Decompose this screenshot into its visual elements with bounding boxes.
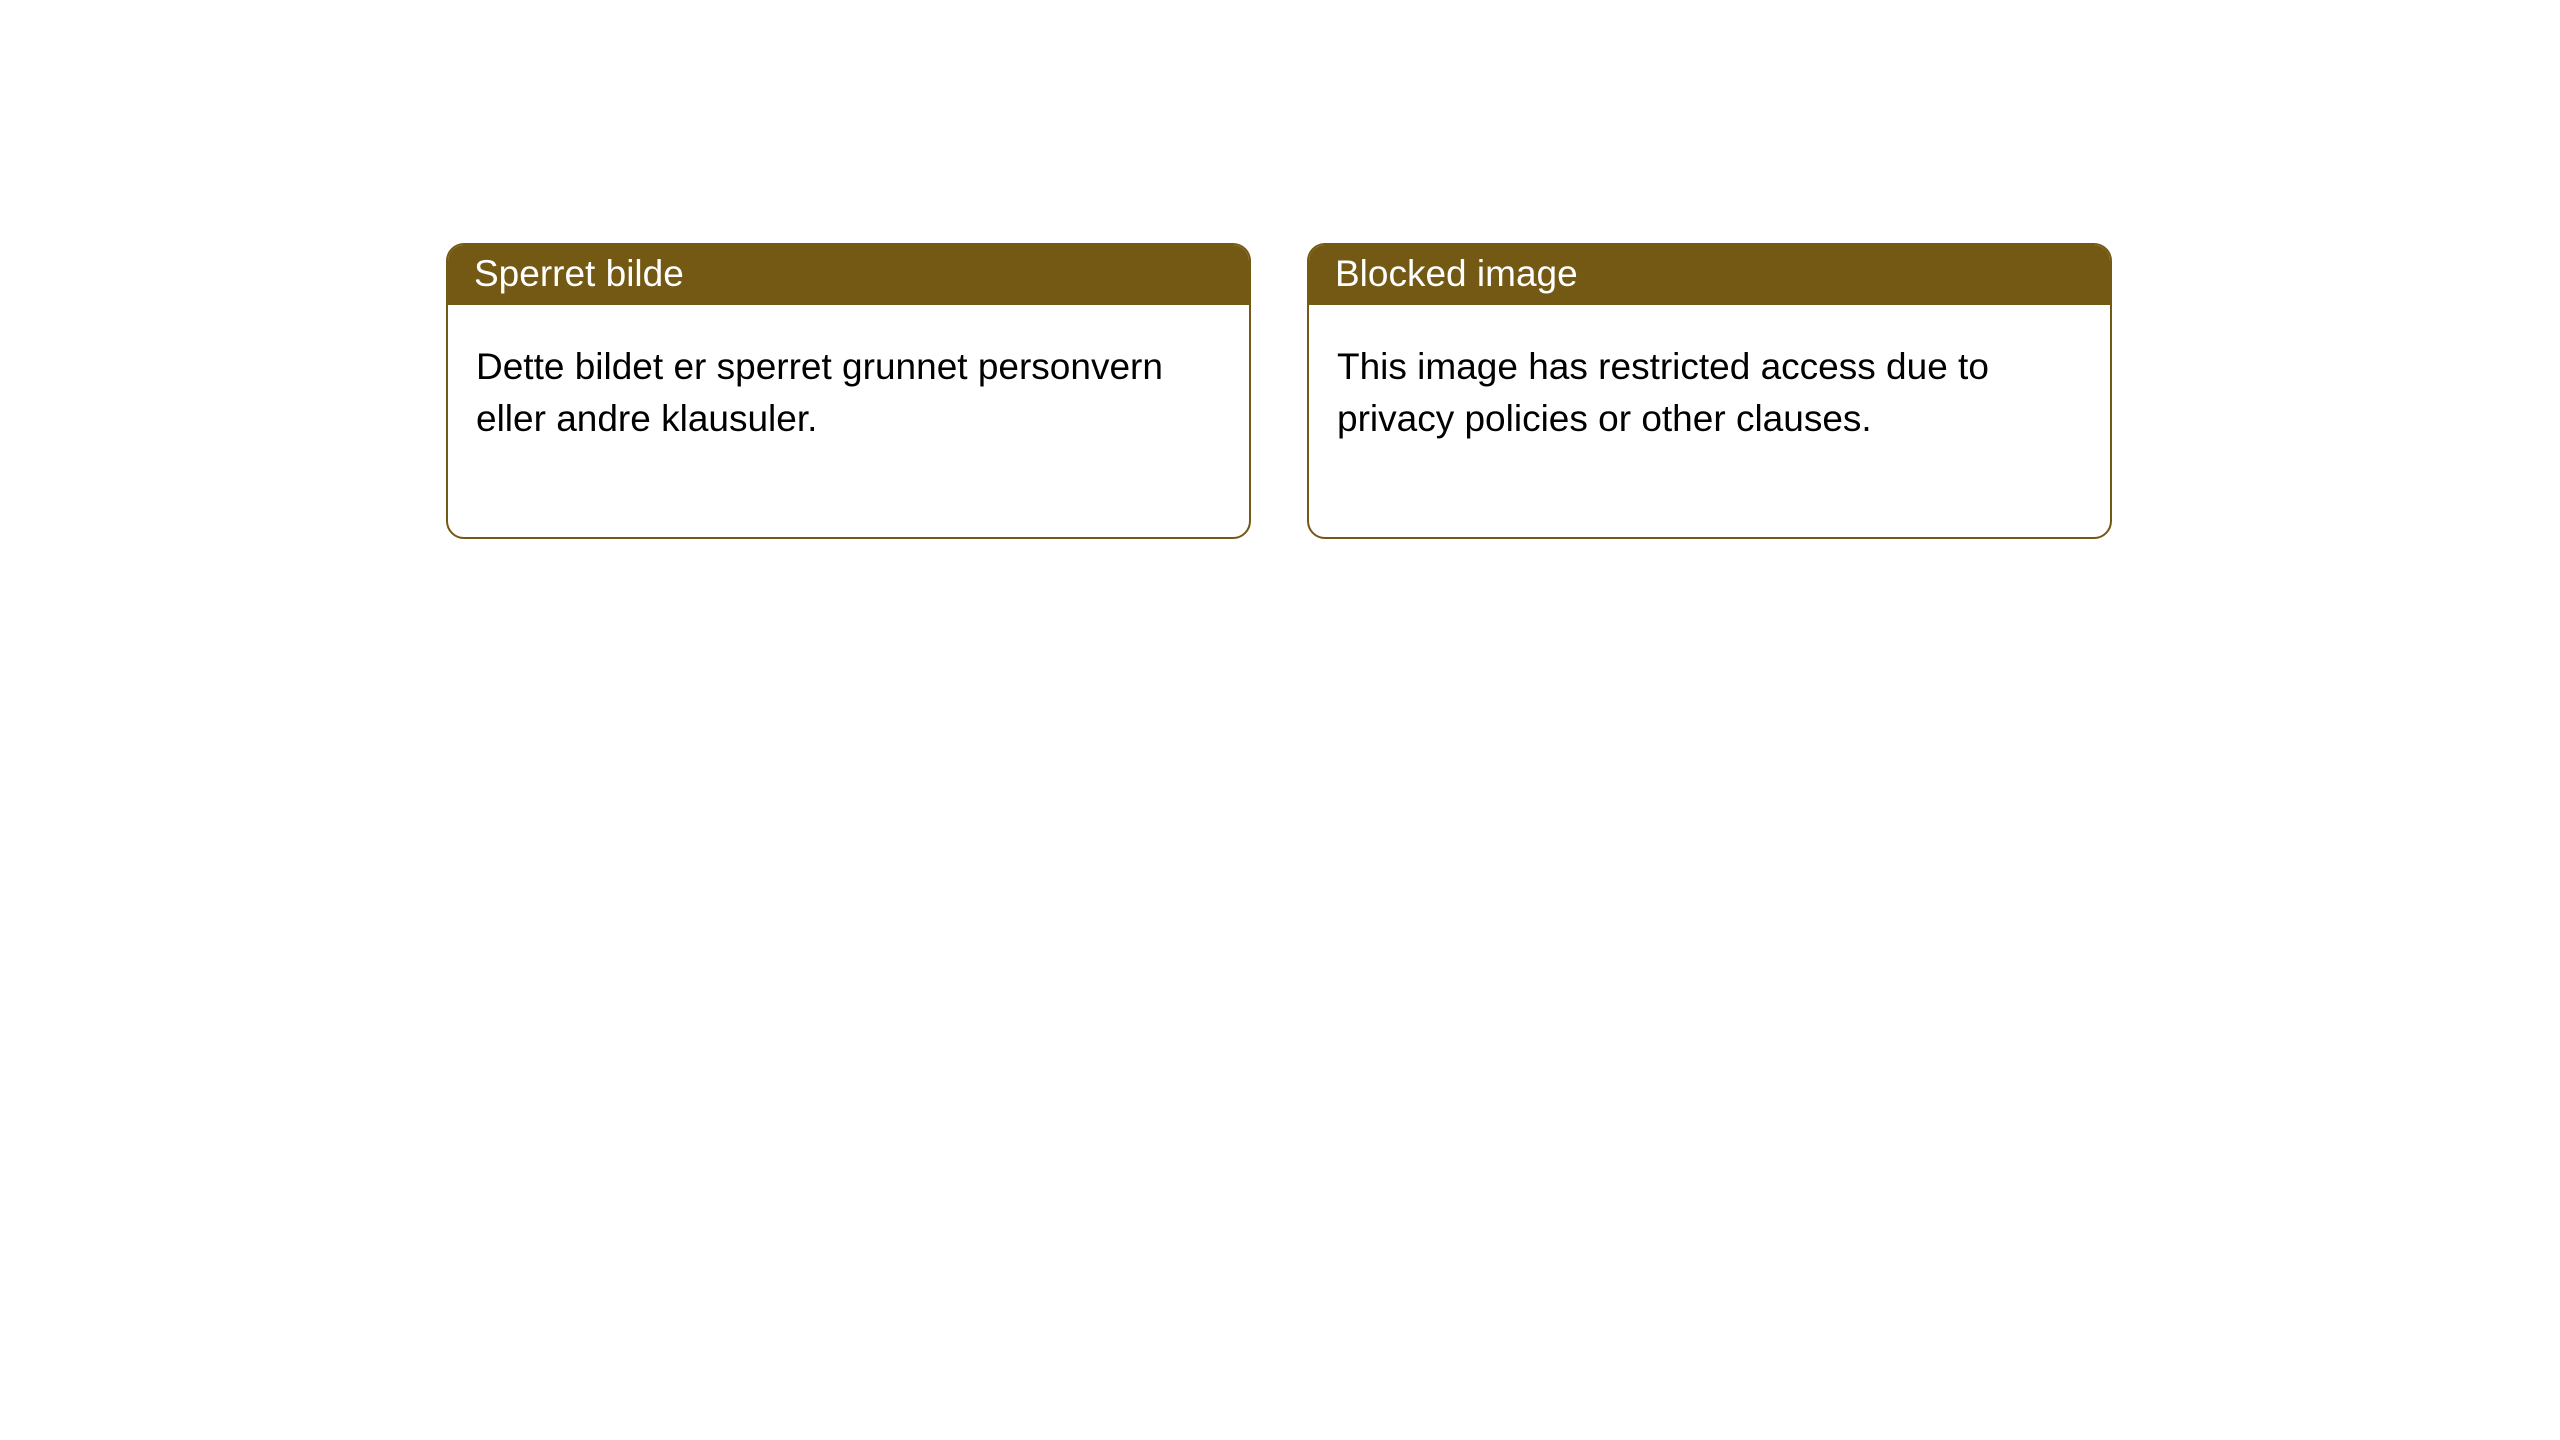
card-body-text: This image has restricted access due to … bbox=[1337, 346, 1989, 439]
card-body: Dette bildet er sperret grunnet personve… bbox=[448, 305, 1249, 537]
card-body: This image has restricted access due to … bbox=[1309, 305, 2110, 537]
notice-card-container: Sperret bilde Dette bildet er sperret gr… bbox=[0, 0, 2560, 539]
card-header: Blocked image bbox=[1309, 245, 2110, 305]
notice-card-english: Blocked image This image has restricted … bbox=[1307, 243, 2112, 539]
card-title: Blocked image bbox=[1335, 253, 1578, 294]
card-title: Sperret bilde bbox=[474, 253, 684, 294]
card-body-text: Dette bildet er sperret grunnet personve… bbox=[476, 346, 1163, 439]
card-header: Sperret bilde bbox=[448, 245, 1249, 305]
notice-card-norwegian: Sperret bilde Dette bildet er sperret gr… bbox=[446, 243, 1251, 539]
